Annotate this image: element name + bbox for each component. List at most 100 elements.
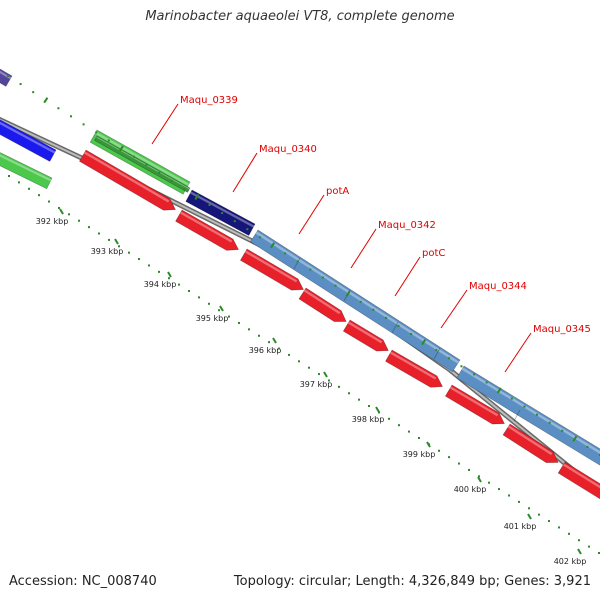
outer-dot-17 xyxy=(208,204,211,207)
kbp-major-tick-11 xyxy=(577,548,582,555)
gene-label-1: Maqu_0339 xyxy=(180,95,238,106)
gene-label-4: Maqu_0342 xyxy=(378,220,436,231)
kbp-minor-tick-24 xyxy=(238,321,240,324)
cds-arrow-6 xyxy=(385,349,443,388)
kbp-minor-tick-10 xyxy=(98,232,100,235)
kbp-minor-tick-15 xyxy=(148,264,150,267)
outer-dot-41 xyxy=(510,397,513,400)
gene-block-maqu0340-shine xyxy=(190,191,255,228)
gene-leader-line-2 xyxy=(232,152,258,193)
cds-arrow-1-shine xyxy=(83,151,170,203)
outer-dot-6 xyxy=(69,115,72,118)
outer-dot-46 xyxy=(572,435,578,442)
gene-block-green-left-shine xyxy=(0,154,52,182)
outer-dot-33 xyxy=(410,333,413,336)
kbp-minor-tick-40 xyxy=(398,424,400,427)
outer-dot-1 xyxy=(7,75,9,77)
kbp-minor-tick-9 xyxy=(88,226,90,229)
kbp-minor-tick-12 xyxy=(118,245,120,248)
outer-dot-44 xyxy=(548,421,551,424)
kbp-minor-tick-5 xyxy=(48,200,50,203)
kbp-minor-tick-44 xyxy=(438,449,440,452)
kbp-label-7: 398 kbp xyxy=(352,415,385,424)
kbp-label-8: 399 kbp xyxy=(403,450,436,459)
kbp-label-9: 400 kbp xyxy=(454,485,487,494)
map-title: Marinobacter aquaeolei VT8, complete gen… xyxy=(145,9,455,24)
kbp-minor-tick-17 xyxy=(168,277,170,280)
kbp-label-1: 392 kbp xyxy=(36,217,69,226)
cds-arrow-3 xyxy=(240,248,304,291)
outer-dot-19 xyxy=(233,220,236,223)
gene-leader-line-5 xyxy=(394,256,421,297)
outer-dot-24 xyxy=(296,260,299,263)
kbp-major-tick-4 xyxy=(219,305,224,312)
kbp-minor-tick-56 xyxy=(558,526,560,529)
operon-divider-3 xyxy=(391,321,399,334)
outer-dot-36 xyxy=(447,357,450,360)
kbp-minor-tick-14 xyxy=(138,258,140,261)
outer-dot-45 xyxy=(561,429,564,432)
outer-dot-10 xyxy=(118,145,124,152)
kbp-label-11: 402 kbp xyxy=(554,557,587,566)
outer-dot-20 xyxy=(246,228,249,231)
kbp-minor-tick-6 xyxy=(58,206,60,209)
kbp-minor-tick-41 xyxy=(408,430,410,433)
kbp-minor-tick-33 xyxy=(328,379,330,382)
outer-dot-40 xyxy=(496,387,502,394)
gene-block-maqu0345 xyxy=(456,365,600,466)
accession-label: Accession: NC_008740 xyxy=(9,574,157,589)
kbp-minor-tick-18 xyxy=(178,283,180,286)
gene-label-6: Maqu_0344 xyxy=(469,281,527,292)
kbp-label-4: 395 kbp xyxy=(196,314,229,323)
kbp-minor-tick-53 xyxy=(528,507,530,510)
gene-block-maqu0339-inner-shine xyxy=(96,136,190,190)
kbp-minor-tick-52 xyxy=(518,500,520,503)
outer-dot-2 xyxy=(19,83,22,86)
kbp-minor-tick-48 xyxy=(478,475,480,478)
operon-divider-5 xyxy=(513,409,521,422)
outer-dot-23 xyxy=(284,252,287,255)
outer-dot-31 xyxy=(384,316,387,319)
kbp-major-tick-5 xyxy=(272,337,277,344)
kbp-minor-tick-49 xyxy=(488,481,490,484)
kbp-minor-tick-59 xyxy=(588,545,590,548)
kbp-major-tick-2 xyxy=(114,238,119,245)
kbp-minor-tick-25 xyxy=(248,328,250,331)
gene-label-2: Maqu_0340 xyxy=(259,144,317,155)
cds-arrow-5 xyxy=(342,319,389,352)
outer-dot-16 xyxy=(194,193,200,201)
cds-arrow-7 xyxy=(444,384,505,425)
kbp-major-tick-9 xyxy=(477,476,482,483)
cds-arrow-8 xyxy=(502,423,559,463)
outer-dot-4 xyxy=(43,97,49,104)
kbp-major-tick-1 xyxy=(59,208,64,215)
backbone-line xyxy=(0,116,600,496)
gene-block-blue xyxy=(0,119,57,162)
kbp-major-tick-7 xyxy=(375,406,380,413)
gene-block-pot-operon xyxy=(250,229,461,373)
gene-block-green-left xyxy=(0,152,53,190)
kbp-minor-tick-51 xyxy=(508,494,510,497)
gene-leader-line-6 xyxy=(440,289,468,329)
gene-block-blue-shine xyxy=(0,121,56,154)
outer-dot-9 xyxy=(107,139,110,142)
kbp-minor-tick-28 xyxy=(278,347,280,350)
kbp-minor-tick-19 xyxy=(188,290,190,293)
kbp-label-3: 394 kbp xyxy=(144,280,177,289)
kbp-minor-tick-39 xyxy=(388,417,390,420)
kbp-minor-tick-34 xyxy=(338,385,340,388)
gene-leader-line-7 xyxy=(504,332,532,373)
operon-divider-1 xyxy=(293,257,301,270)
backbone-highlight xyxy=(0,118,600,494)
kbp-minor-tick-37 xyxy=(368,405,370,408)
operon-divider-4 xyxy=(433,347,441,360)
outer-dot-47 xyxy=(586,445,589,448)
outer-dot-25 xyxy=(309,268,312,271)
kbp-minor-tick-20 xyxy=(198,296,200,299)
gene-block-maqu0345-shine xyxy=(461,367,600,454)
cds-arrow-9 xyxy=(557,461,600,500)
kbp-minor-tick-50 xyxy=(498,488,500,491)
outer-dot-21 xyxy=(258,236,261,239)
gene-block-maqu0340 xyxy=(185,189,256,236)
outer-dot-34 xyxy=(421,339,427,346)
